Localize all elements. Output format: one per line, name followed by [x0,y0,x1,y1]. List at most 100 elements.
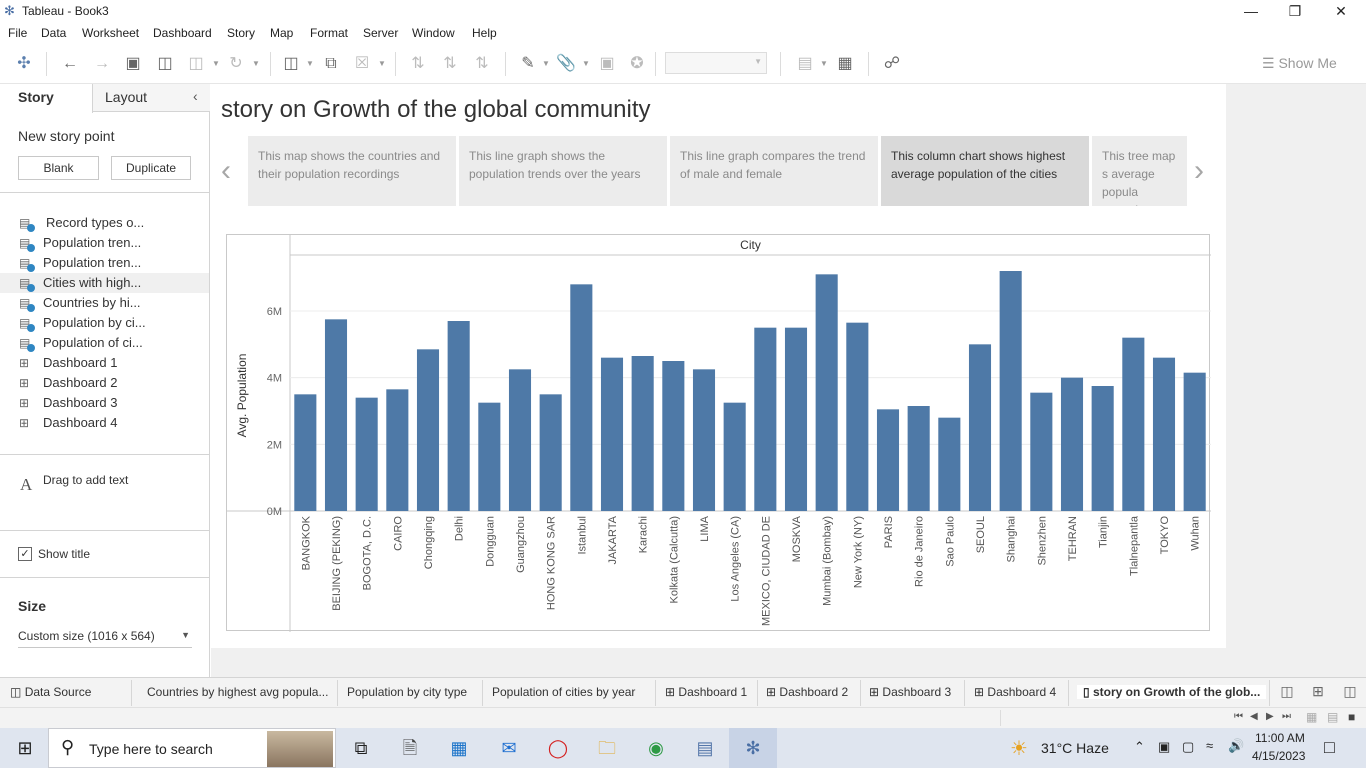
sheet-list-item[interactable]: ▤ Population by ci... [0,313,209,333]
highlight-icon[interactable]: ✎ [521,55,535,72]
pause-updates-icon[interactable]: ◫ [188,55,204,72]
show-hidden-icons-icon[interactable]: ⌃ [1134,739,1145,754]
next-sheet-icon[interactable]: ▶ [1266,711,1274,722]
share-icon[interactable]: ☍ [883,55,901,72]
clock-date[interactable]: 4/15/2023 [1252,749,1306,763]
tab-countries-by-highest-avg[interactable]: Countries by highest avg popula... [147,685,329,699]
tab-story[interactable]: Story [0,84,93,113]
new-worksheet-icon[interactable]: ◫ [283,55,299,72]
sort-descending-icon[interactable]: ⇅ [475,55,489,72]
collapse-pane-icon[interactable]: ‹ [193,88,198,104]
first-sheet-icon[interactable]: ⏮ [1234,711,1243,722]
story-point-caption-selected[interactable]: This column chart shows highest average … [881,136,1089,206]
wifi-icon[interactable]: ≈ [1206,738,1214,753]
remote-desktop-icon[interactable]: ▤ [696,738,714,758]
prev-sheet-icon[interactable]: ◀ [1250,711,1258,722]
sheet-list-item[interactable]: ⊞ Dashboard 3 [0,393,209,413]
minimize-button[interactable]: — [1244,3,1258,19]
menu-server[interactable]: Server [363,26,399,40]
sheet-list-item[interactable]: ⊞ Dashboard 2 [0,373,209,393]
menu-dashboard[interactable]: Dashboard [153,26,212,40]
tab-data-source[interactable]: ◫ Data Source [10,685,92,699]
menu-file[interactable]: File [8,26,28,40]
restore-button[interactable]: ❐ [1288,3,1302,19]
save-icon[interactable]: ▣ [125,55,141,72]
drag-to-add-text-label[interactable]: Drag to add text [43,473,129,487]
show-labels-icon[interactable]: ▣ [599,55,615,72]
menu-format[interactable]: Format [310,26,349,40]
fit-dropdown[interactable]: ▼ [665,52,767,74]
filmstrip-icon[interactable]: ▤ [1327,710,1339,724]
sheet-list-item[interactable]: ▤ Record types o... [0,213,209,233]
sheet-list-item[interactable]: ⊞ Dashboard 1 [0,353,209,373]
dropdown-arrow-icon[interactable]: ▼ [378,59,386,68]
sheet-list-item[interactable]: ⊞ Dashboard 4 [0,413,209,433]
dropdown-arrow-icon[interactable]: ▼ [820,59,828,68]
tab-dashboard-4[interactable]: ⊞ Dashboard 4 [974,685,1057,699]
sheet-list-item[interactable]: ▤ Countries by hi... [0,293,209,313]
new-dashboard-tab-icon[interactable]: ⊞ [1312,683,1324,699]
sheet-sorter-icon[interactable]: ▦ [1306,710,1318,724]
tab-story-active[interactable]: ▯ story on Growth of the glob... [1077,685,1267,699]
fix-axes-icon[interactable]: ✪ [630,55,644,72]
task-view-icon[interactable]: ⧉ [354,738,368,758]
refresh-icon[interactable]: ↻ [229,55,243,72]
dropdown-arrow-icon[interactable]: ▼ [582,59,590,68]
tableau-home-icon[interactable]: ✣ [17,55,31,72]
tab-population-of-cities-by-year[interactable]: Population of cities by year [492,685,636,699]
menu-map[interactable]: Map [270,26,294,40]
sheet-list-item[interactable]: ▤ Population tren... [0,253,209,273]
group-members-icon[interactable]: 📎 [556,55,576,72]
sheet-list-item[interactable]: ▤ Population of ci... [0,333,209,353]
blank-button[interactable]: Blank [18,156,99,180]
presentation-mode-icon[interactable]: ▦ [837,55,853,72]
file-icon[interactable]: 🗎 [402,738,418,758]
text-object-icon[interactable]: A [20,475,33,494]
tableau-taskbar-icon[interactable]: ✻ [729,728,777,768]
story-point-caption[interactable]: This map shows the countries and their p… [248,136,456,206]
weather-text[interactable]: 31°C Haze [1041,740,1109,756]
dropdown-arrow-icon[interactable]: ▼ [306,59,314,68]
tab-dashboard-3[interactable]: ⊞ Dashboard 3 [869,685,952,699]
show-title-checkbox[interactable]: ✓ [18,547,32,561]
tab-population-by-city-type[interactable]: Population by city type [347,685,468,699]
taskbar-search[interactable]: ⚲ Type here to search [48,728,336,768]
meet-icon[interactable]: ▢ [1182,739,1195,754]
notifications-icon[interactable]: □ [1324,737,1335,757]
size-dropdown[interactable]: Custom size (1016 x 564) ▼ [18,626,192,648]
tabs-view-icon[interactable]: ■ [1348,710,1356,724]
tab-layout[interactable]: Layout [105,89,148,105]
story-point-caption[interactable]: This tree map s average popula countries [1092,136,1187,206]
new-worksheet-tab-icon[interactable]: ◫ [1280,683,1294,699]
mail-icon[interactable]: ✉ [501,738,517,758]
chrome-icon[interactable]: ◉ [648,738,664,758]
store-icon[interactable]: ▦ [450,738,468,758]
sheet-list-item[interactable]: ▤ Population tren... [0,233,209,253]
menu-worksheet[interactable]: Worksheet [82,26,140,40]
tab-dashboard-1[interactable]: ⊞ Dashboard 1 [665,685,748,699]
dropdown-arrow-icon[interactable]: ▼ [252,59,260,68]
clear-sheet-icon[interactable]: ☒ [354,55,370,72]
undo-icon[interactable]: ← [62,55,78,72]
menu-help[interactable]: Help [472,26,497,40]
duplicate-button[interactable]: Duplicate [111,156,191,180]
menu-data[interactable]: Data [41,26,67,40]
redo-icon[interactable]: → [94,55,110,72]
new-data-source-icon[interactable]: ◫ [157,55,173,72]
story-point-caption[interactable]: This line graph shows the population tre… [459,136,667,206]
volume-icon[interactable]: 🔊 [1228,738,1245,753]
duplicate-sheet-icon[interactable]: ⧉ [325,55,337,72]
story-point-caption[interactable]: This line graph compares the trend of ma… [670,136,878,206]
show-cards-icon[interactable]: ▤ [797,55,813,72]
sheet-list-item[interactable]: ▤ Cities with high... [0,273,209,293]
opera-icon[interactable]: ◯ [547,738,569,758]
dropdown-arrow-icon[interactable]: ▼ [212,59,220,68]
menu-window[interactable]: Window [412,26,455,40]
windows-start-icon[interactable]: ⊞ [17,738,33,758]
swap-rows-columns-icon[interactable]: ⇅ [411,55,425,72]
close-button[interactable]: ✕ [1335,3,1347,19]
clock-time[interactable]: 11:00 AM [1255,731,1305,745]
show-me-button[interactable]: ☰ Show Me [1262,55,1337,72]
previous-story-point-icon[interactable]: ‹ [221,154,231,187]
next-story-point-icon[interactable]: › [1194,154,1204,187]
